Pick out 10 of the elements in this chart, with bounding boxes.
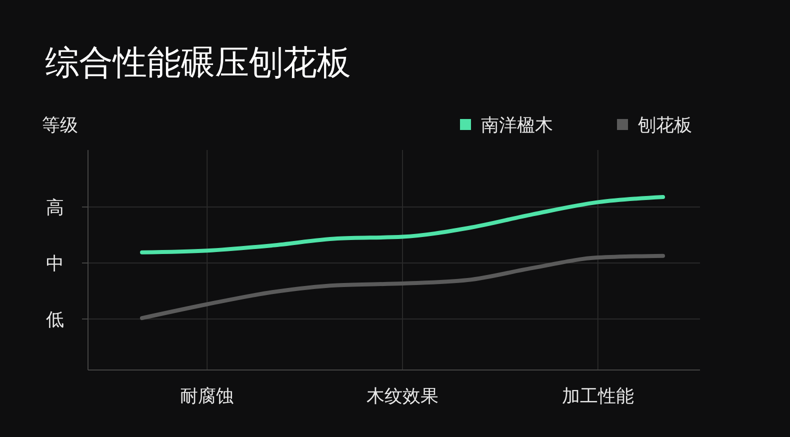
legend-label: 刨花板: [637, 115, 692, 136]
x-tick-label: 木纹效果: [366, 386, 438, 407]
text: 中: [46, 253, 64, 274]
chart-title: 综合性能碾压刨花板: [45, 43, 351, 83]
y-axis-title: 等级: [42, 115, 78, 136]
x-tick-label: 耐腐蚀: [180, 386, 234, 407]
text: 低: [46, 309, 64, 330]
legend-label: 南洋楹木: [481, 115, 553, 136]
x-tick-label: 加工性能: [562, 386, 634, 407]
text: 高: [46, 197, 64, 218]
